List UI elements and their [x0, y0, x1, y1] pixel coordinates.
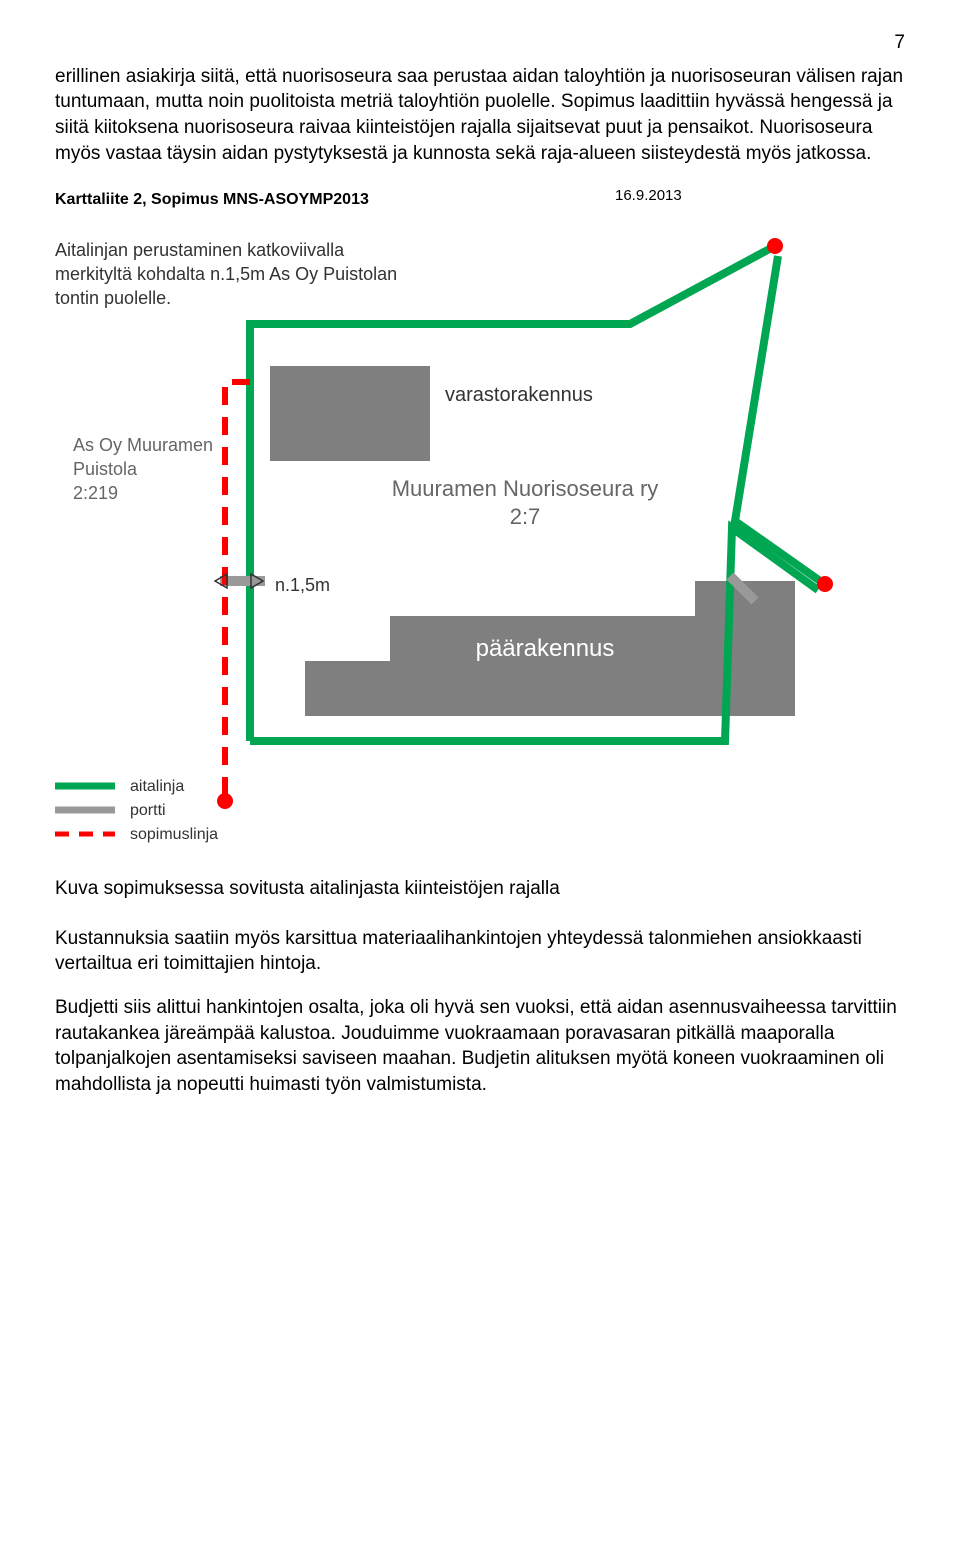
legend-label: portti [130, 802, 166, 819]
legend-label: aitalinja [130, 778, 184, 795]
varasto-label: varastorakennus [445, 384, 593, 406]
diagram-date: 16.9.2013 [615, 187, 682, 204]
owner-center-label: 2:7 [510, 504, 541, 529]
diagram-note: merkityltä kohdalta n.1,5m As Oy Puistol… [55, 264, 397, 284]
owner-left-label: 2:219 [73, 483, 118, 503]
paragraph-1: erillinen asiakirja siitä, että nuorisos… [55, 64, 905, 167]
owner-center-label: Muuramen Nuorisoseura ry [392, 476, 659, 501]
diagram-note: tontin puolelle. [55, 288, 171, 308]
paragraph-3: Budjetti siis alittui hankintojen osalta… [55, 995, 905, 1098]
node-marker [767, 238, 783, 254]
diagram-caption: Kuva sopimuksessa sovitusta aitalinjasta… [55, 876, 905, 902]
owner-left-label: As Oy Muuramen [73, 435, 213, 455]
page-number: 7 [55, 30, 905, 56]
site-plan-diagram: Karttaliite 2, Sopimus MNS-ASOYMP2013 16.… [55, 186, 905, 866]
paragraph-2: Kustannuksia saatiin myös karsittua mate… [55, 926, 905, 977]
diagram-note: Aitalinjan perustaminen katkoviivalla [55, 240, 345, 260]
node-marker [217, 793, 233, 809]
legend-label: sopimuslinja [130, 826, 218, 843]
diagram-title: Karttaliite 2, Sopimus MNS-ASOYMP2013 [55, 191, 369, 208]
dim-label: n.1,5m [275, 575, 330, 595]
owner-left-label: Puistola [73, 459, 138, 479]
varasto-building [270, 366, 430, 461]
paarakennus-label: päärakennus [476, 635, 615, 662]
node-marker [817, 576, 833, 592]
